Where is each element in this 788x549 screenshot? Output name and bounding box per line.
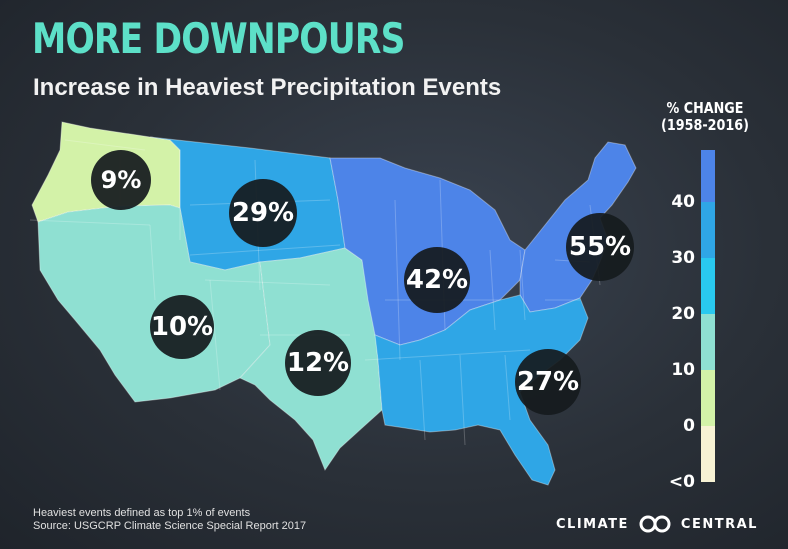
climate-central-logo: CLIMATE CENTRAL [556, 515, 758, 533]
legend-tick-label: 30 [671, 248, 695, 268]
bubble-circle [515, 349, 581, 415]
legend-title-line2: (1958-2016) [661, 116, 749, 134]
bubble-circle [150, 295, 214, 359]
legend-swatch [701, 150, 715, 202]
legend-title: % CHANGE (1958-2016) [658, 100, 752, 134]
legend-title-line1: % CHANGE [666, 99, 744, 117]
legend-swatch [701, 202, 715, 258]
legend-color-bar [701, 150, 715, 482]
bubble-circle [404, 247, 470, 313]
region-bubble-southwest: 10% [150, 295, 214, 359]
region-bubble-northeast: 55% [566, 213, 634, 281]
region-value-label: 42% [406, 265, 468, 295]
region-value-label: 29% [232, 198, 294, 228]
region-value-label: 9% [101, 166, 142, 194]
footnote: Heaviest events defined as top 1% of eve… [33, 507, 306, 533]
page-subtitle: Increase in Heaviest Precipitation Event… [33, 74, 502, 101]
footnote-definition: Heaviest events defined as top 1% of eve… [33, 507, 251, 519]
region-value-label: 10% [151, 312, 213, 342]
logo-text-right: CENTRAL [680, 516, 758, 532]
region-bubble-midwest: 42% [404, 247, 470, 313]
bubble-circle [91, 150, 151, 210]
bubble-circle [285, 330, 351, 396]
legend-tick-label: 10 [671, 360, 695, 380]
region-value-label: 12% [287, 348, 349, 378]
legend-swatch [701, 426, 715, 482]
bubble-circle [229, 179, 297, 247]
legend-tick-label: 40 [671, 192, 695, 212]
footnote-source: Source: USGCRP Climate Science Special R… [33, 520, 307, 532]
region-value-label: 55% [569, 232, 631, 262]
legend-tick-label: <0 [668, 472, 695, 492]
bubble-circle [566, 213, 634, 281]
region-bubble-northwest: 9% [91, 150, 151, 210]
region-value-label: 27% [517, 367, 579, 397]
page-title: MORE DOWNPOURS [32, 14, 405, 63]
logo-rings-icon [639, 515, 671, 533]
legend-swatch [701, 370, 715, 426]
logo-text-left: CLIMATE [556, 516, 629, 532]
legend-tick-label: 20 [671, 304, 695, 324]
region-southeast [374, 294, 589, 486]
legend-swatch [701, 314, 715, 370]
region-bubble-southeast: 27% [515, 349, 581, 415]
legend-swatch [701, 258, 715, 314]
region-bubble-great-plains-north: 29% [229, 179, 297, 247]
region-bubble-great-plains-south: 12% [285, 330, 351, 396]
legend-tick-label: 0 [683, 416, 695, 436]
